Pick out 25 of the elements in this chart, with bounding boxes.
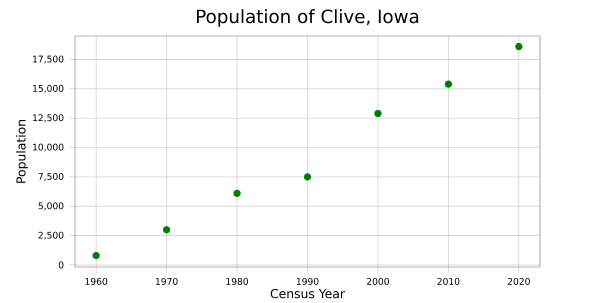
point <box>515 42 522 50</box>
x-tick-label: 2000 <box>366 278 389 285</box>
x-tick-label: 1980 <box>226 278 248 285</box>
y-tick-label: 12,500 <box>33 114 64 122</box>
y-tick-label: 10,000 <box>33 144 64 152</box>
y-tick-label: 15,000 <box>33 84 64 93</box>
point <box>92 252 100 260</box>
point <box>233 190 241 198</box>
y-tick-label: 0 <box>58 262 64 268</box>
y-tick-label: 5,000 <box>38 202 64 210</box>
chart-title: Population of Clive, Iowa <box>197 9 418 27</box>
y-tick-label: 17,500 <box>33 56 64 64</box>
x-tick-label: 1960 <box>86 278 108 285</box>
y-tick-label: 7,500 <box>38 173 64 181</box>
point <box>304 173 312 181</box>
y-axis-title: Population <box>16 120 28 183</box>
y-tick-label: 2,500 <box>38 232 64 240</box>
x-tick-label: 1990 <box>296 278 319 285</box>
x-tick-label: 1970 <box>156 278 178 285</box>
x-axis-title: Census Year <box>270 288 345 298</box>
x-tick-label: 2020 <box>508 278 530 285</box>
point <box>162 226 170 234</box>
point <box>374 110 382 118</box>
point <box>444 80 452 88</box>
x-tick-label: 2010 <box>437 278 460 285</box>
